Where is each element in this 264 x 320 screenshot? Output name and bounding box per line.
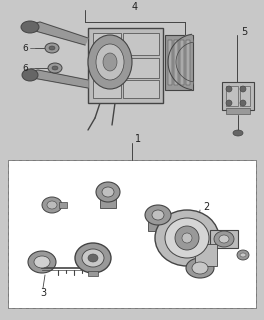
Ellipse shape [47,201,57,209]
Ellipse shape [165,218,209,258]
Text: 1: 1 [135,134,141,144]
Bar [210,230,238,248]
Bar [174,40,178,85]
Bar [123,33,159,55]
Ellipse shape [102,187,114,197]
Ellipse shape [88,35,132,89]
Text: 3: 3 [40,288,46,298]
Bar [93,58,121,78]
Ellipse shape [75,243,111,273]
Text: 6: 6 [22,63,28,73]
Ellipse shape [175,226,199,250]
Bar [123,80,159,98]
Text: 6: 6 [22,44,28,52]
Ellipse shape [96,44,124,80]
Bar [93,33,121,55]
Bar [8,160,256,308]
Ellipse shape [226,86,232,92]
Ellipse shape [214,231,234,247]
Bar [226,108,250,114]
Ellipse shape [219,235,229,243]
Bar [148,221,166,231]
Bar [168,40,172,85]
Bar [93,80,121,98]
Ellipse shape [240,86,246,92]
Ellipse shape [34,256,50,268]
Bar [186,40,190,85]
Ellipse shape [49,46,55,50]
Polygon shape [168,34,193,90]
Bar [88,28,163,103]
Ellipse shape [192,262,208,274]
Ellipse shape [88,254,98,262]
Bar [195,244,217,266]
Text: 5: 5 [241,27,247,37]
Ellipse shape [42,197,62,213]
Bar [100,198,116,208]
Ellipse shape [145,205,171,225]
Ellipse shape [226,100,232,106]
Polygon shape [28,22,88,45]
Text: 2: 2 [203,202,209,212]
Bar [226,86,238,106]
Ellipse shape [182,233,192,243]
Ellipse shape [96,182,120,202]
Ellipse shape [21,21,39,33]
Bar [240,86,250,106]
Ellipse shape [48,63,62,73]
Bar [165,35,193,90]
Ellipse shape [186,258,214,278]
Bar [180,40,184,85]
Bar [123,58,159,78]
Ellipse shape [22,69,38,81]
Ellipse shape [233,130,243,136]
Text: 4: 4 [132,2,138,12]
Ellipse shape [52,66,58,70]
Bar [222,82,254,110]
Ellipse shape [82,249,104,267]
Ellipse shape [240,253,246,257]
Ellipse shape [45,43,59,53]
Ellipse shape [103,53,117,71]
Polygon shape [28,70,88,88]
Ellipse shape [28,251,56,273]
Ellipse shape [240,100,246,106]
Bar [88,271,98,276]
Bar [59,202,67,208]
Ellipse shape [152,210,164,220]
Ellipse shape [155,210,219,266]
Ellipse shape [237,250,249,260]
